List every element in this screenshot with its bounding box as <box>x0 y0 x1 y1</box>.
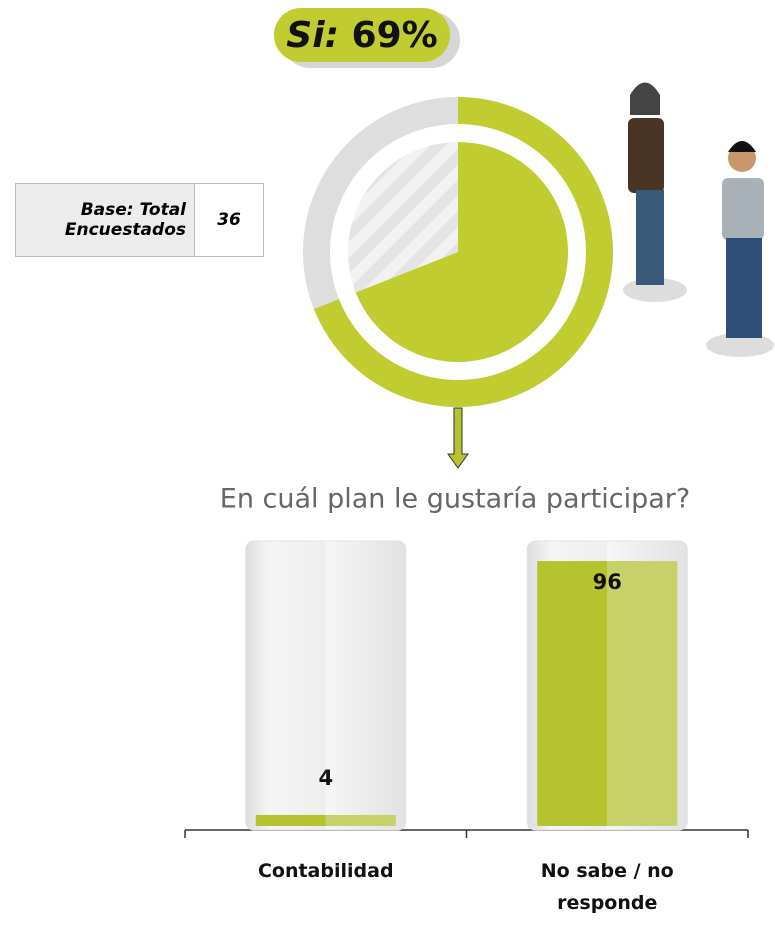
category-label: Contabilidad <box>257 860 394 882</box>
bar-chart: 4 96 <box>184 540 749 838</box>
value-label: 4 <box>318 766 333 790</box>
badge-value: 69% <box>352 15 438 56</box>
ring-remainder <box>302 97 458 310</box>
badge-label: Si: <box>286 15 339 56</box>
bar-container <box>245 540 407 831</box>
bar-title: En cuál plan le gustaría participar? <box>220 484 690 515</box>
pie-slice <box>355 142 568 362</box>
value-label: 96 <box>593 570 622 594</box>
people-illustration <box>623 82 774 357</box>
base-table: Base: Total Encuestados 36 <box>15 183 264 257</box>
badge-text: Si: 69% <box>286 15 437 56</box>
pie-remainder <box>347 142 458 293</box>
donut <box>302 97 613 407</box>
base-label: Base: Total Encuestados <box>15 183 195 257</box>
arrow <box>447 407 469 469</box>
bar <box>255 814 396 826</box>
badge <box>274 8 450 62</box>
bar <box>537 561 678 826</box>
base-value: 36 <box>194 183 264 257</box>
category-label: No sabe / no responde <box>540 860 674 914</box>
